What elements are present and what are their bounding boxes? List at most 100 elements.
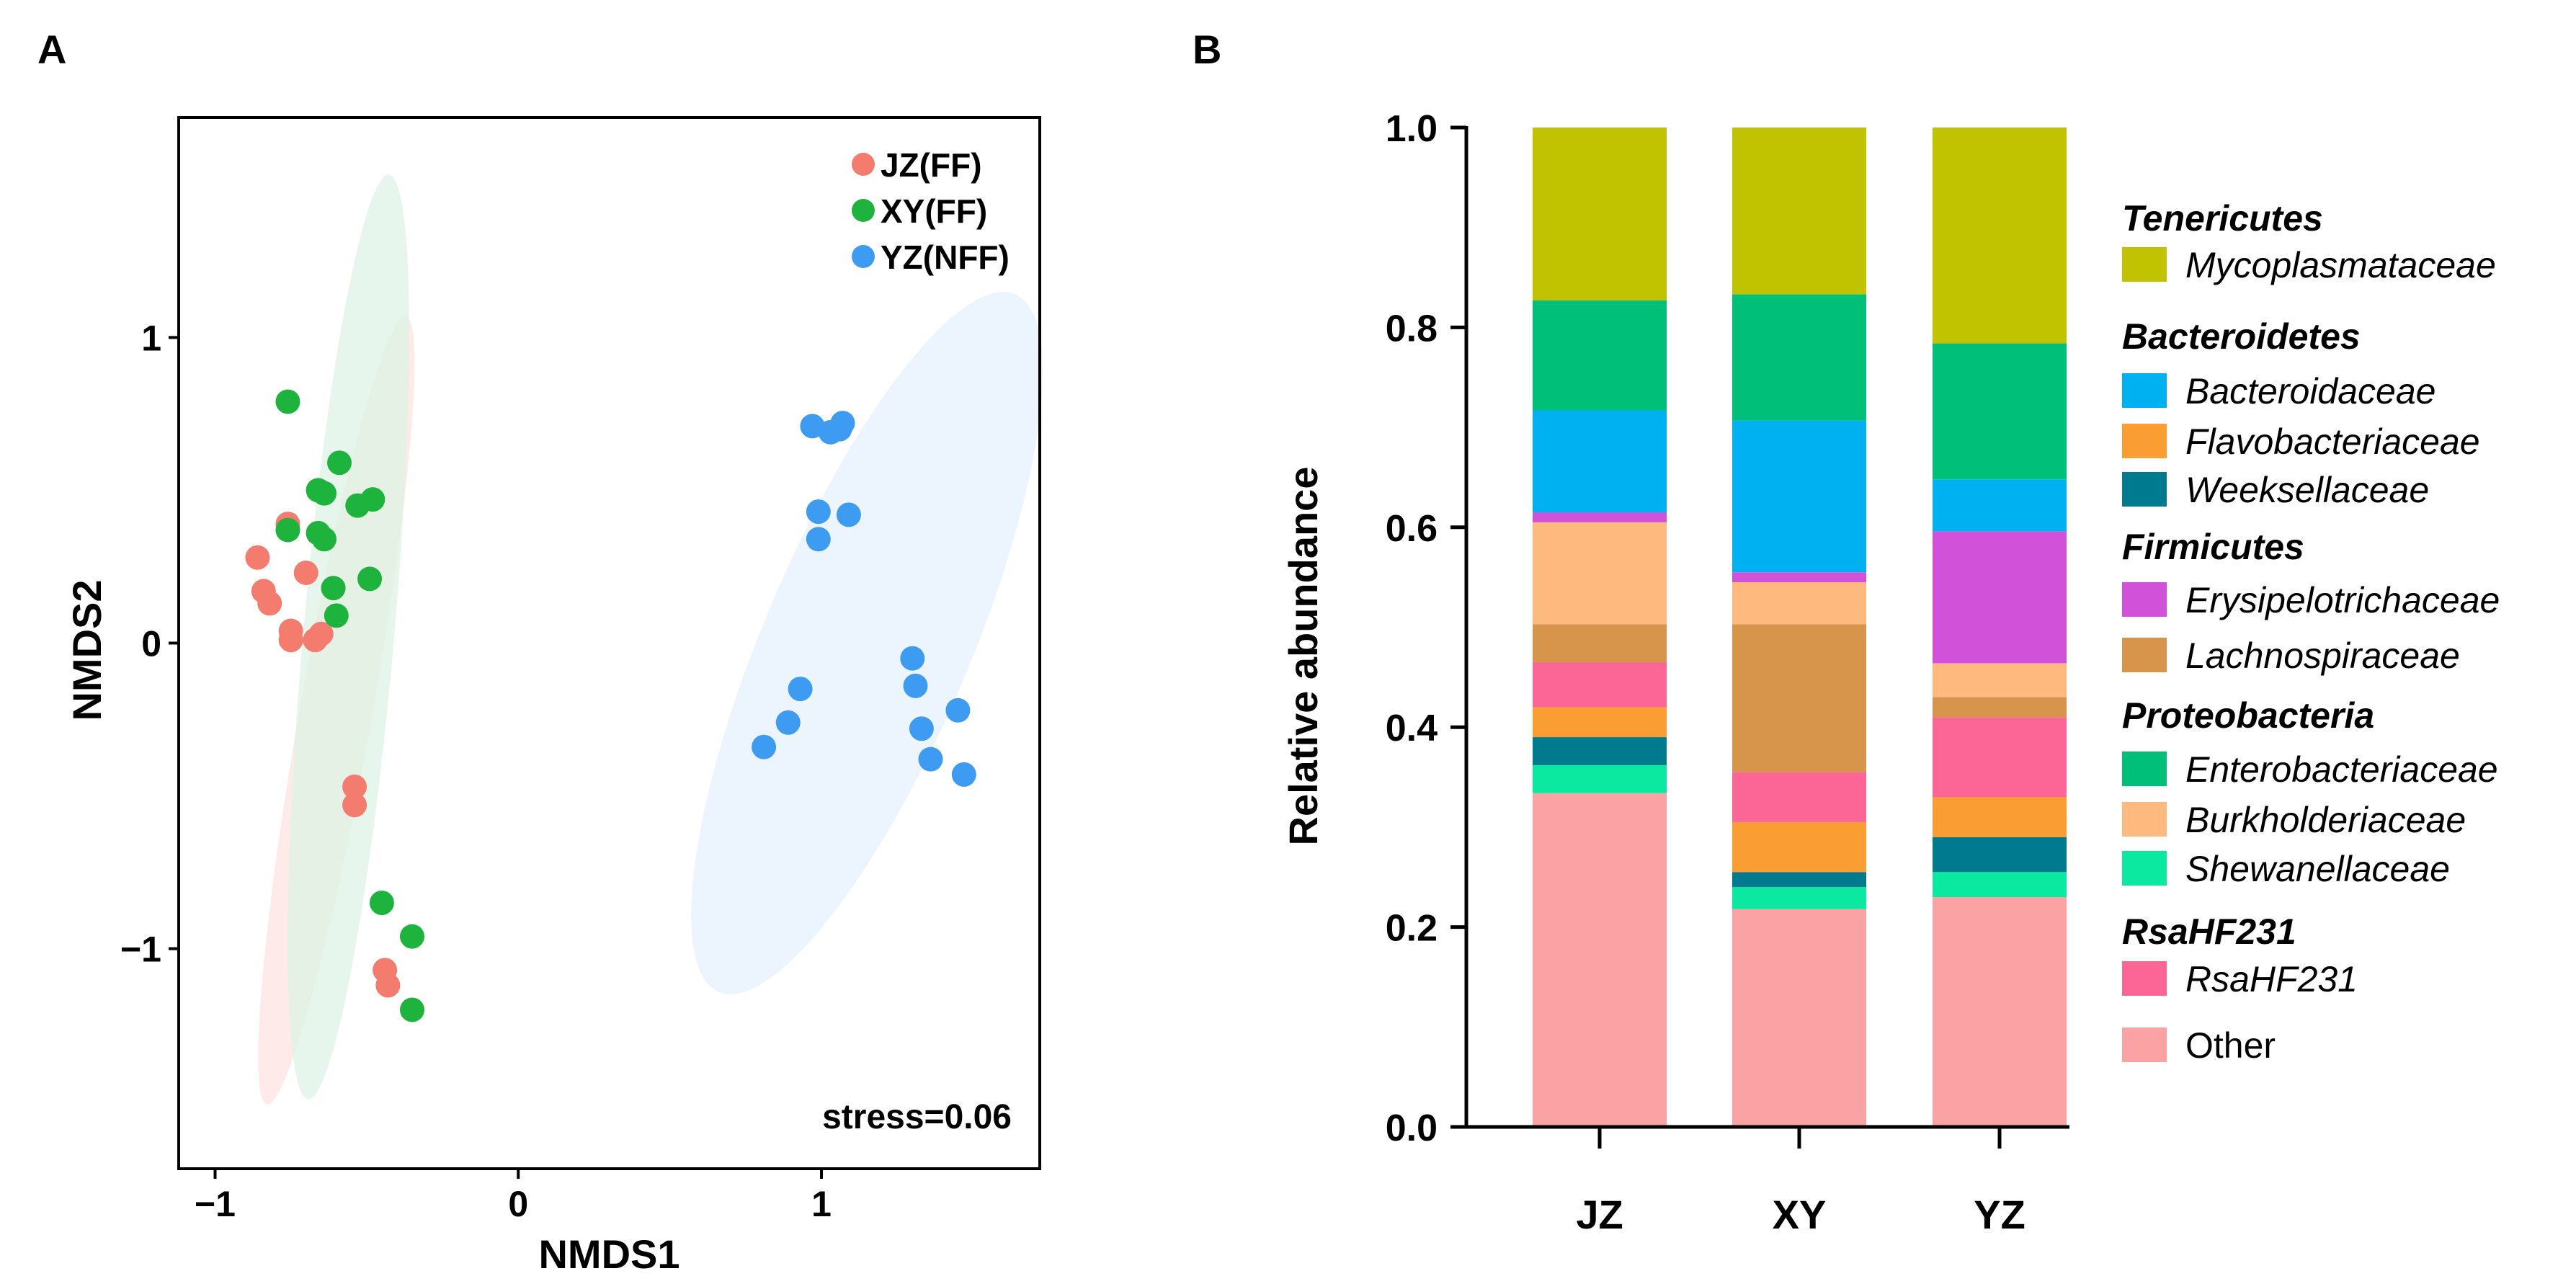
point-yz-nff-14 — [945, 697, 971, 723]
bar-segment-xy-other — [1732, 909, 1866, 1127]
legend-label-rsahf231: RsaHF231 — [2185, 959, 2358, 999]
stacked-bar-chart: 0.0 0.2 0.4 0.6 0.8 1.0 JZ XY YZ Relative abundan… — [1280, 108, 2500, 1237]
point-yz-nff-12 — [909, 716, 934, 741]
ellipse-xy-ff — [288, 174, 409, 1100]
y-tick-label: 0.4 — [1386, 708, 1438, 749]
bar-segment-yz-weeksellaceae — [1933, 837, 2067, 873]
point-xy-ff-0 — [275, 389, 300, 414]
x-tick-label: 0 — [508, 1184, 528, 1224]
point-jz-ff-2 — [257, 591, 282, 616]
legend-swatch-bacteroidaceae — [2122, 373, 2167, 408]
legend-swatch-weeksellaceae — [2122, 472, 2167, 507]
bar-segment-jz-burkholderiaceae — [1533, 522, 1667, 625]
legend-label-mycoplasmataceae: Mycoplasmataceae — [2185, 245, 2496, 285]
bar-segment-xy-erysipelotrichaceae — [1732, 572, 1866, 583]
bar-segment-yz-mycoplasmataceae — [1933, 128, 2067, 344]
bar-segment-jz-lachnospiraceae — [1533, 624, 1667, 663]
bar-segment-jz-flavobacteriaceae — [1533, 707, 1667, 738]
legend-marker-yz-nff — [852, 245, 875, 268]
point-jz-ff-10 — [342, 793, 367, 818]
bar-segment-yz-flavobacteriaceae — [1933, 797, 2067, 837]
legend-marker-jz-ff — [852, 153, 875, 176]
point-jz-ff-5 — [278, 628, 303, 653]
panel-b-label: B — [1193, 27, 1221, 72]
point-yz-nff-13 — [918, 746, 943, 772]
legend-swatch-mycoplasmataceae — [2122, 247, 2167, 282]
bar-segment-yz-rsahf231 — [1933, 717, 2067, 798]
point-yz-nff-15 — [951, 762, 976, 787]
bar-segment-xy-weeksellaceae — [1732, 872, 1866, 888]
nmds-plot: −1 0 1 −1 0 1 NMDS1 NMDS2 JZ(FF) XY(FF) YZ(NFF) str… — [64, 116, 1043, 1277]
legend-group-rsahf231: RsaHF231 — [2122, 911, 2296, 952]
legend-label-shewanellaceae: Shewanellaceae — [2185, 849, 2450, 889]
y-tick-label: 0.6 — [1386, 508, 1438, 550]
point-yz-nff-7 — [788, 677, 813, 702]
bar-segment-jz-rsahf231 — [1533, 662, 1667, 708]
bar-segment-yz-other — [1933, 896, 2067, 1127]
bar-segment-yz-erysipelotrichaceae — [1933, 531, 2067, 664]
legend-label-yz-nff: YZ(NFF) — [881, 238, 1010, 276]
legend-group-bacteroidetes: Bacteroidetes — [2122, 316, 2361, 357]
legend-label-weeksellaceae: Weeksellaceae — [2185, 470, 2429, 510]
legend-swatch-rsahf231 — [2122, 961, 2167, 996]
legend-swatch-lachnospiraceae — [2122, 638, 2167, 672]
legend-swatch-other — [2122, 1027, 2167, 1062]
bar-segment-xy-rsahf231 — [1732, 772, 1866, 822]
y-tick-label: 0.0 — [1386, 1107, 1438, 1149]
point-xy-ff-8 — [324, 603, 349, 628]
y-tick-label: 1.0 — [1386, 108, 1438, 150]
y-tick-label: −1 — [120, 929, 161, 970]
bar-segment-yz-lachnospiraceae — [1933, 697, 2067, 718]
point-xy-ff-1 — [275, 517, 300, 543]
bar-segment-yz-bacteroidaceae — [1933, 479, 2067, 532]
point-jz-ff-0 — [245, 545, 270, 570]
point-jz-ff-9 — [342, 774, 367, 799]
bar-segment-xy-enterobacteriaceae — [1732, 294, 1866, 421]
ellipse-yz-nff — [691, 292, 1043, 994]
point-xy-ff-13 — [399, 924, 424, 949]
legend-swatch-flavobacteriaceae — [2122, 424, 2167, 458]
point-xy-ff-11 — [357, 566, 383, 592]
legend-label-bacteroidaceae: Bacteroidaceae — [2185, 371, 2435, 411]
point-yz-nff-5 — [806, 527, 831, 552]
legend-group-tenericutes: Tenericutes — [2122, 198, 2323, 238]
bar-segment-xy-lachnospiraceae — [1732, 624, 1866, 772]
point-xy-ff-5 — [311, 527, 337, 552]
legend-swatch-burkholderiaceae — [2122, 802, 2167, 837]
bar-segment-yz-enterobacteriaceae — [1933, 343, 2067, 480]
legend-swatch-shewanellaceae — [2122, 851, 2167, 886]
bar-segment-yz-shewanellaceae — [1933, 872, 2067, 897]
panel-a-label: A — [37, 27, 66, 72]
bar-segment-jz-erysipelotrichaceae — [1533, 512, 1667, 522]
legend-swatch-erysipelotrichaceae — [2122, 582, 2167, 617]
legend-label-flavobacteriaceae: Flavobacteriaceae — [2185, 422, 2480, 462]
category-label-jz: JZ — [1576, 1192, 1623, 1237]
legend-swatch-enterobacteriaceae — [2122, 752, 2167, 786]
point-yz-nff-6 — [836, 502, 861, 527]
y-axis-label: Relative abundance — [1280, 467, 1326, 846]
legend-label-other: Other — [2185, 1025, 2276, 1066]
category-label-yz: YZ — [1974, 1192, 2025, 1237]
point-yz-nff-8 — [775, 710, 801, 735]
legend-group-firmicutes: Firmicutes — [2122, 527, 2304, 567]
point-yz-nff-9 — [752, 734, 777, 759]
x-axis-label: NMDS1 — [538, 1231, 679, 1277]
point-yz-nff-10 — [900, 646, 925, 671]
legend-label-lachnospiraceae: Lachnospiraceae — [2185, 636, 2460, 676]
point-xy-ff-7 — [321, 576, 346, 601]
point-yz-nff-11 — [903, 673, 928, 698]
bar-segment-jz-weeksellaceae — [1533, 737, 1667, 765]
legend-marker-xy-ff — [852, 199, 875, 222]
y-tick-label: 0.8 — [1386, 308, 1438, 349]
point-xy-ff-10 — [360, 487, 385, 512]
x-tick-label: −1 — [195, 1184, 236, 1224]
bar-segment-xy-mycoplasmataceae — [1732, 128, 1866, 295]
bar-segment-xy-shewanellaceae — [1732, 887, 1866, 909]
category-label-xy: XY — [1773, 1192, 1827, 1237]
point-jz-ff-12 — [375, 973, 401, 998]
legend-label-jz-ff: JZ(FF) — [881, 146, 982, 184]
y-tick-label: 0 — [141, 624, 161, 664]
legend-label-enterobacteriaceae: Enterobacteriaceae — [2185, 749, 2498, 790]
bar-segment-jz-mycoplasmataceae — [1533, 128, 1667, 300]
legend-label-xy-ff: XY(FF) — [881, 192, 987, 230]
